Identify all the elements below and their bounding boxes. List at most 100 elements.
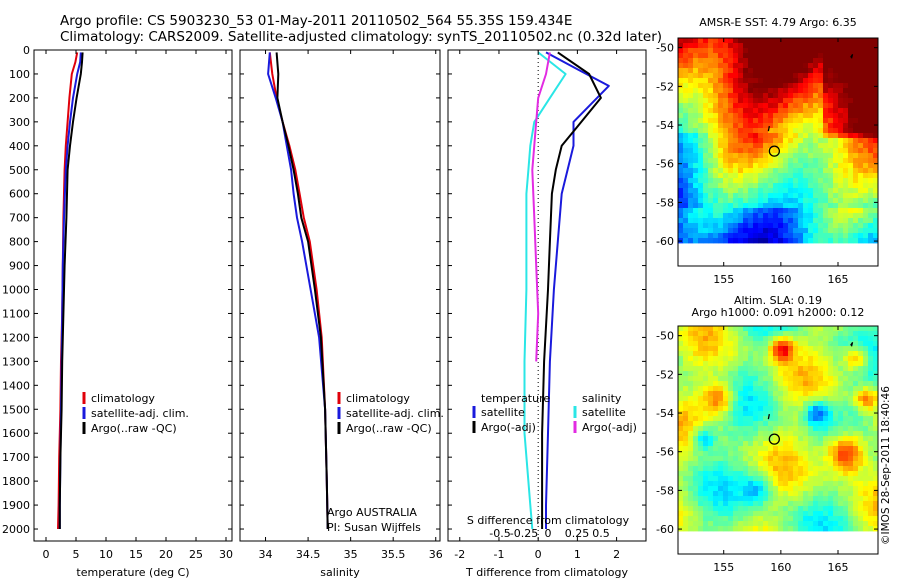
- salinity-diff-axis-label: S difference from climatology: [467, 514, 630, 527]
- y-tick-label: 600: [9, 188, 30, 201]
- temperature-legend-label: satellite-adj. clim.: [91, 407, 189, 420]
- x-tick-label: 25: [189, 548, 203, 561]
- diff-salinity-legend-label: Argo(-adj): [582, 421, 637, 434]
- lat-tick-label: -50: [656, 42, 674, 55]
- x-tick-label: 5: [73, 548, 80, 561]
- salinity-axes-frame: [239, 49, 441, 542]
- salinity-legend-label: satellite-adj. clim.: [346, 407, 444, 420]
- y-tick-label: 700: [9, 212, 30, 225]
- x-tick-label: -1: [493, 548, 504, 561]
- y-tick-label: 900: [9, 260, 30, 273]
- salinity-legend-label: climatology: [346, 392, 410, 405]
- figure-title-line-2: Climatology: CARS2009. Satellite-adjuste…: [60, 29, 663, 45]
- y-tick-label: 1300: [2, 355, 30, 368]
- sst-float-position-marker: [768, 145, 780, 157]
- y-tick-label: 1700: [2, 451, 30, 464]
- y-tick-label: 1900: [2, 499, 30, 512]
- figure-title-line-1: Argo profile: CS 5903230_53 01-May-2011 …: [60, 13, 573, 29]
- lon-tick-label: 165: [828, 561, 849, 574]
- y-tick-label: 1800: [2, 475, 30, 488]
- sla-map-title-line-1: Altim. SLA: 0.19: [733, 294, 823, 307]
- temperature-series-satellite-adj-clim-: [58, 52, 82, 529]
- x-tick-label: 35: [344, 548, 358, 561]
- lat-tick-label: -56: [656, 446, 674, 459]
- difference-series-temperature-argo-adj-: [541, 51, 602, 529]
- lat-tick-label: -54: [656, 119, 674, 132]
- salinity-diff-tick-label: 0: [545, 527, 552, 540]
- temperature-x-axis-label: temperature (deg C): [76, 566, 189, 579]
- argo-pi-annotation: PI: Susan Wijffels: [327, 521, 421, 534]
- sla-float-position-marker: [768, 433, 780, 445]
- y-tick-label: 1100: [2, 307, 30, 320]
- lon-tick-label: 160: [770, 561, 791, 574]
- salinity-panel: [239, 49, 441, 542]
- salinity-series-argo-raw-qc-: [275, 52, 329, 530]
- sla-map-frame: [677, 325, 879, 555]
- x-tick-label: 0: [43, 548, 50, 561]
- lat-tick-label: -52: [656, 80, 674, 93]
- lon-tick-label: 160: [770, 273, 791, 286]
- x-tick-label: 0: [535, 548, 542, 561]
- temperature-legend-heading: temperature: [481, 392, 550, 405]
- x-tick-label: 34: [259, 548, 273, 561]
- y-tick-label: 1500: [2, 403, 30, 416]
- salinity-diff-tick-label: 0.5: [592, 527, 610, 540]
- salinity-legend-heading: salinity: [582, 392, 622, 405]
- difference-series-temperature-satellite: [545, 51, 610, 529]
- y-tick-label: 2000: [2, 523, 30, 536]
- lat-tick-label: -60: [656, 235, 674, 248]
- lat-tick-label: -52: [656, 368, 674, 381]
- x-tick-label: 34.5: [296, 548, 321, 561]
- lat-tick-label: -60: [656, 523, 674, 536]
- diff-salinity-legend-label: satellite: [582, 406, 626, 419]
- y-tick-label: 800: [9, 236, 30, 249]
- sst-map-title: AMSR-E SST: 4.79 Argo: 6.35: [699, 16, 857, 29]
- lat-tick-label: -56: [656, 158, 674, 171]
- x-tick-label: 35.5: [381, 548, 406, 561]
- sst-track-mark: [767, 126, 770, 132]
- lat-tick-label: -58: [656, 196, 674, 209]
- lat-tick-label: -58: [656, 484, 674, 497]
- sla-map: [677, 325, 879, 555]
- y-tick-label: 0: [23, 44, 30, 57]
- lon-tick-label: 155: [713, 561, 734, 574]
- x-tick-label: 15: [129, 548, 143, 561]
- y-tick-label: 1600: [2, 427, 30, 440]
- argo-program-annotation: Argo AUSTRALIA: [327, 506, 417, 519]
- difference-axes-frame: [447, 49, 647, 542]
- temperature-legend-label: climatology: [91, 392, 155, 405]
- salinity-legend-label: Argo(..raw -QC): [346, 422, 432, 435]
- diff-temperature-legend-label: Argo(-adj): [481, 421, 536, 434]
- x-tick-label: 36: [429, 548, 443, 561]
- sst-map: [677, 37, 879, 267]
- x-tick-label: -2: [454, 548, 465, 561]
- temperature-series-argo-raw-qc-: [58, 52, 84, 529]
- difference-series-salinity-satellite: [523, 51, 567, 530]
- temperature-panel: [33, 49, 233, 542]
- sla-map-title-line-2: Argo h1000: 0.091 h2000: 0.12: [691, 306, 865, 319]
- difference-panel: [447, 49, 647, 542]
- y-tick-label: 1400: [2, 379, 30, 392]
- salinity-series-climatology: [268, 52, 329, 530]
- x-tick-label: 10: [99, 548, 113, 561]
- temperature-axes-frame: [33, 49, 233, 542]
- difference-x-axis-label: T difference from climatology: [465, 566, 628, 579]
- lon-tick-label: 155: [713, 273, 734, 286]
- sla-track-mark: [767, 414, 770, 420]
- salinity-diff-tick-label: 0.25: [565, 527, 590, 540]
- y-tick-label: 100: [9, 68, 30, 81]
- diff-temperature-legend-label: satellite: [481, 406, 525, 419]
- salinity-x-axis-label: salinity: [320, 566, 360, 579]
- lon-tick-label: 165: [828, 273, 849, 286]
- salinity-series-satellite-adj-clim-: [267, 52, 329, 530]
- lat-tick-label: -54: [656, 407, 674, 420]
- sst-map-frame: [677, 37, 879, 267]
- y-tick-label: 1000: [2, 284, 30, 297]
- x-tick-label: 2: [613, 548, 620, 561]
- y-tick-label: 200: [9, 92, 30, 105]
- x-tick-label: 30: [219, 548, 233, 561]
- salinity-diff-tick-label: -0.25: [510, 527, 538, 540]
- sst-track-mark: [850, 54, 854, 59]
- y-tick-label: 300: [9, 116, 30, 129]
